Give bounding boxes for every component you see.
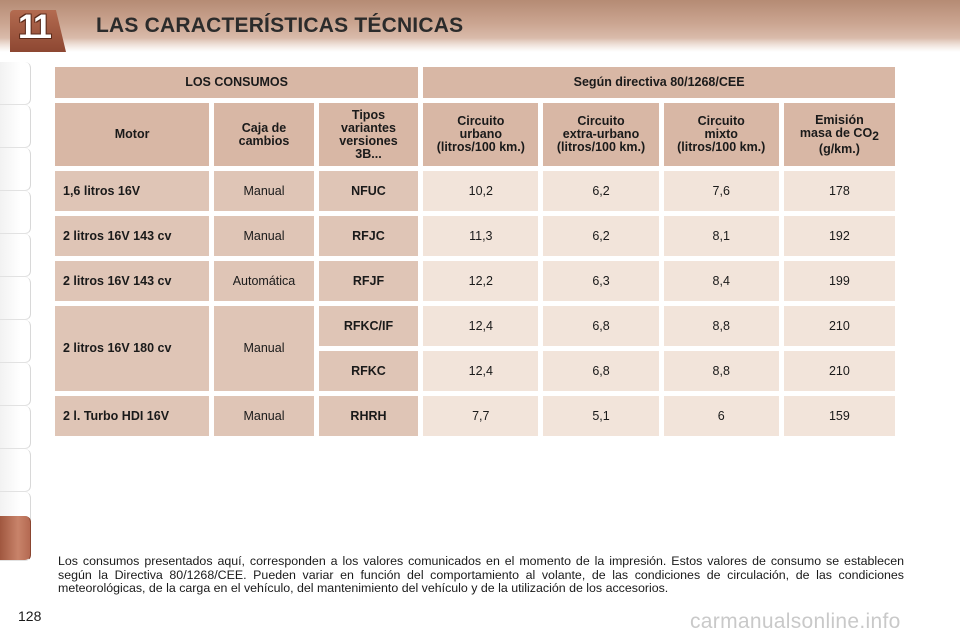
row-co2: 199 xyxy=(783,261,895,301)
row-mixed: 7,6 xyxy=(663,171,779,211)
row-co2: 159 xyxy=(783,396,895,436)
row-extra-urban: 5,1 xyxy=(543,396,659,436)
row-mixed: 8,8 xyxy=(663,351,779,391)
table-row: 2 litros 16V 143 cv Automática RFJF 12,2… xyxy=(55,261,895,301)
side-tab[interactable] xyxy=(0,406,31,449)
row-type: RFKC/IF xyxy=(318,306,419,346)
side-tab[interactable] xyxy=(0,449,31,492)
column-header-extra-urban: Circuito extra-urbano (litros/100 km.) xyxy=(543,103,659,166)
side-tab[interactable] xyxy=(0,363,31,406)
row-urban: 7,7 xyxy=(423,396,539,436)
row-gearbox: Manual xyxy=(214,306,314,391)
table-row: 2 litros 16V 180 cv Manual RFKC/IF 12,4 … xyxy=(55,306,895,391)
column-header-types: Tipos variantes versiones 3B... xyxy=(318,103,419,166)
row-co2: 210 xyxy=(783,306,895,346)
column-header-emission: Emisión masa de CO2 (g/km.) xyxy=(783,103,895,166)
row-motor: 2 litros 16V 143 cv xyxy=(55,216,210,256)
row-gearbox: Manual xyxy=(214,396,314,436)
row-urban: 10,2 xyxy=(423,171,539,211)
side-tabs xyxy=(0,62,32,572)
side-tab[interactable] xyxy=(0,148,31,191)
row-urban: 11,3 xyxy=(423,216,539,256)
row-type: RFJC xyxy=(318,216,419,256)
row-urban: 12,4 xyxy=(423,351,539,391)
header-band xyxy=(0,0,960,52)
row-mixed: 8,1 xyxy=(663,216,779,256)
side-tab[interactable] xyxy=(0,234,31,277)
side-tab[interactable] xyxy=(0,105,31,148)
row-gearbox: Manual xyxy=(214,171,314,211)
side-tab[interactable] xyxy=(0,277,31,320)
row-co2: 210 xyxy=(783,351,895,391)
side-tab[interactable] xyxy=(0,320,31,363)
row-extra-urban: 6,8 xyxy=(543,351,659,391)
group-header-directive: Según directiva 80/1268/CEE xyxy=(423,67,895,98)
chapter-number: 11 xyxy=(18,8,52,46)
side-tab-active[interactable] xyxy=(0,516,31,561)
row-motor: 1,6 litros 16V xyxy=(55,171,210,211)
table-row: RFKC 12,4 6,8 8,8 210 xyxy=(55,351,895,391)
chapter-badge xyxy=(10,10,66,52)
row-extra-urban: 6,8 xyxy=(543,306,659,346)
side-tab[interactable] xyxy=(0,62,31,105)
table-row: 1,6 litros 16V Manual NFUC 10,2 6,2 7,6 … xyxy=(55,171,895,211)
row-mixed: 6 xyxy=(663,396,779,436)
group-header-consumption: LOS CONSUMOS xyxy=(55,67,419,98)
page-title: LAS CARACTERÍSTICAS TÉCNICAS xyxy=(96,14,464,37)
row-type: RFJF xyxy=(318,261,419,301)
row-motor: 2 l. Turbo HDI 16V xyxy=(55,396,210,436)
watermark: carmanualsonline.info xyxy=(690,610,901,633)
table-column-header-row: Motor Caja de cambios Tipos variantes versi… xyxy=(55,103,895,166)
consumption-table: LOS CONSUMOS Según directiva 80/1268/CEE… xyxy=(50,62,900,441)
row-type: RFKC xyxy=(318,351,419,391)
column-header-gearbox: Caja de cambios xyxy=(214,103,314,166)
row-urban: 12,2 xyxy=(423,261,539,301)
row-extra-urban: 6,3 xyxy=(543,261,659,301)
column-header-mixed: Circuito mixto (litros/100 km.) xyxy=(663,103,779,166)
table-row: 2 litros 16V 143 cv Manual RFJC 11,3 6,2… xyxy=(55,216,895,256)
table-row: 2 l. Turbo HDI 16V Manual RHRH 7,7 5,1 6… xyxy=(55,396,895,436)
column-header-urban: Circuito urbano (litros/100 km.) xyxy=(423,103,539,166)
table-group-header-row: LOS CONSUMOS Según directiva 80/1268/CEE xyxy=(55,67,895,98)
consumption-note: Los consumos presentados aquí, correspon… xyxy=(58,554,904,595)
side-tab[interactable] xyxy=(0,191,31,234)
header-fade xyxy=(0,38,960,52)
row-co2: 178 xyxy=(783,171,895,211)
row-motor: 2 litros 16V 143 cv xyxy=(55,261,210,301)
page-number: 128 xyxy=(18,608,42,624)
row-co2: 192 xyxy=(783,216,895,256)
row-urban: 12,4 xyxy=(423,306,539,346)
row-type: NFUC xyxy=(318,171,419,211)
row-mixed: 8,8 xyxy=(663,306,779,346)
row-extra-urban: 6,2 xyxy=(543,216,659,256)
row-gearbox: Manual xyxy=(214,216,314,256)
row-gearbox: Automática xyxy=(214,261,314,301)
row-mixed: 8,4 xyxy=(663,261,779,301)
row-motor: 2 litros 16V 180 cv xyxy=(55,306,210,391)
row-type: RHRH xyxy=(318,396,419,436)
column-header-motor: Motor xyxy=(55,103,210,166)
row-extra-urban: 6,2 xyxy=(543,171,659,211)
